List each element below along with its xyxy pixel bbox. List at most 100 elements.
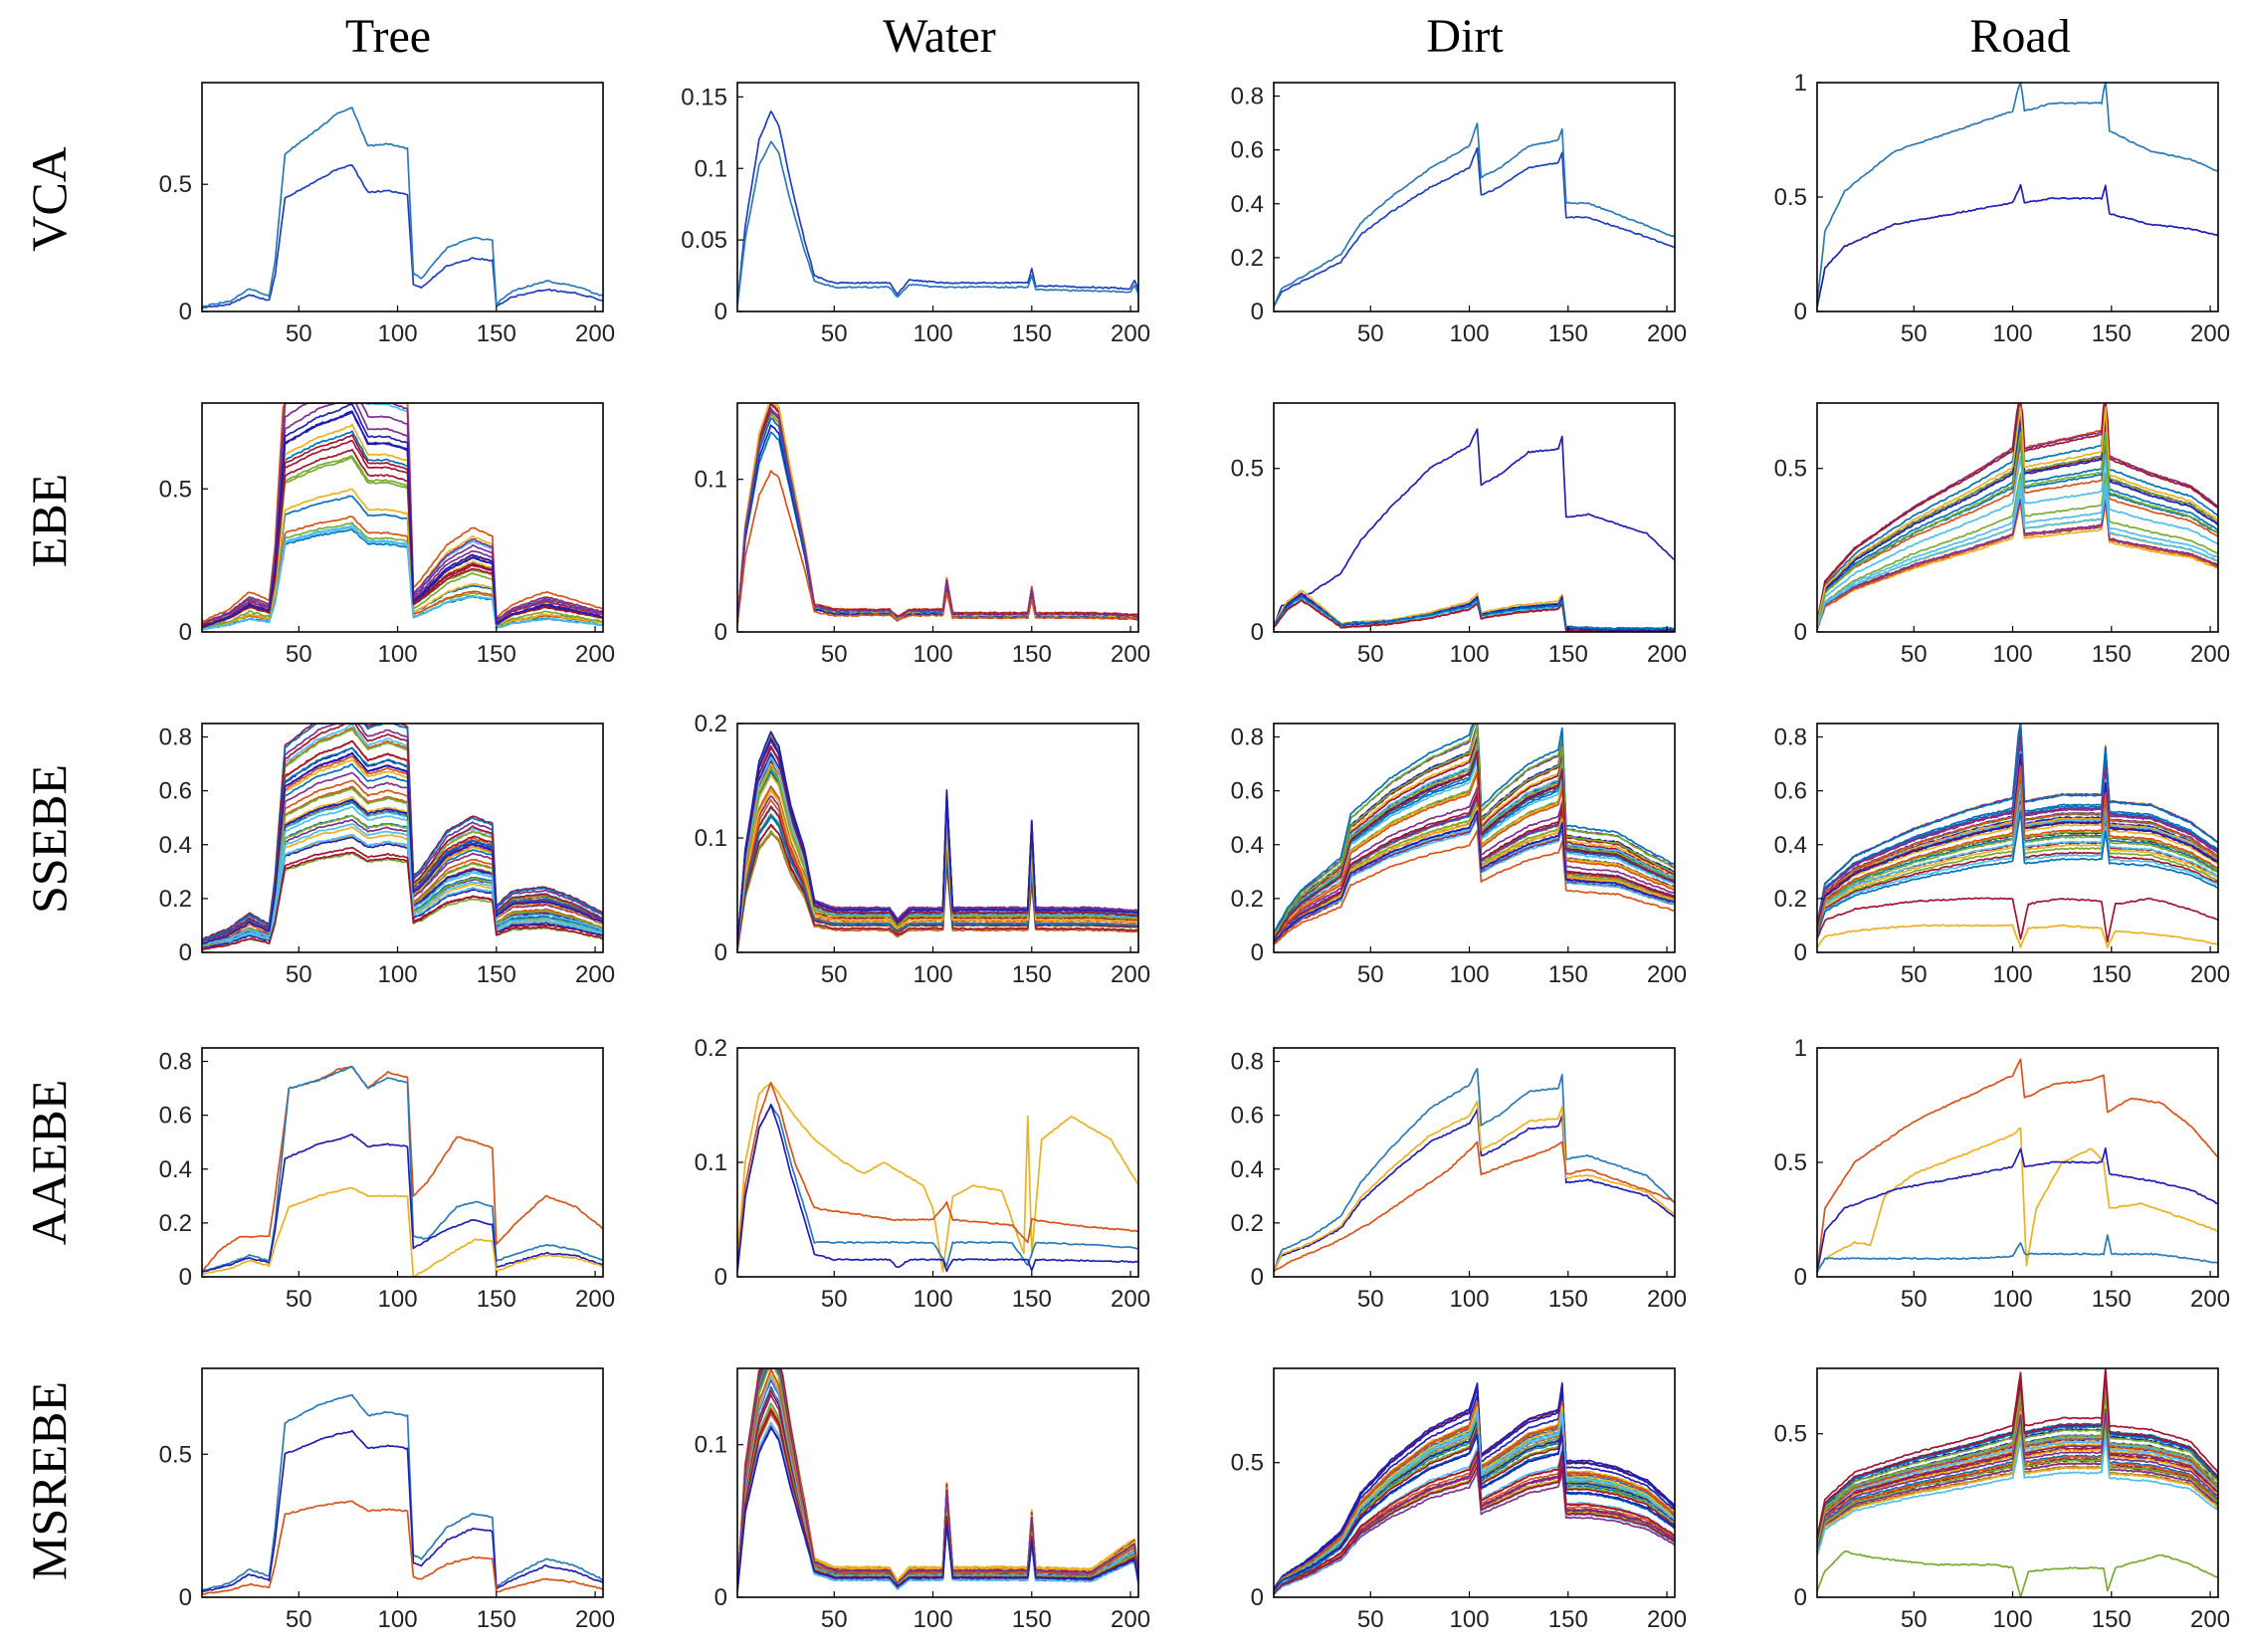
x-tick-label: 200 <box>1647 1286 1687 1313</box>
y-tick-label: 0.8 <box>1231 84 1264 110</box>
panel-frame <box>736 1367 1139 1598</box>
panel-ebe-tree: 50 100 150 200 0 0.5 <box>159 402 615 668</box>
row-label-ssebe: SSEBE <box>21 764 77 914</box>
series-line <box>737 737 1138 945</box>
x-tick-label: 150 <box>1012 961 1052 988</box>
series-line <box>1274 1386 1675 1590</box>
y-tick-label: 0 <box>1794 1584 1807 1611</box>
series-line <box>1817 783 2218 933</box>
series-line <box>1274 749 1675 940</box>
panel-vca-water: 50 100 150 200 0 0.05 0.1 0.15 <box>681 82 1150 347</box>
y-tick-label: 0 <box>1794 299 1807 325</box>
y-tick-label: 0.5 <box>1774 1421 1807 1448</box>
x-tick-label: 200 <box>1647 641 1687 668</box>
y-tick-label: 0.6 <box>1231 137 1264 164</box>
y-tick-label: 1 <box>1794 1035 1807 1062</box>
series-line <box>1274 1400 1675 1591</box>
y-tick-label: 0.6 <box>159 1103 192 1130</box>
series-group <box>737 403 1138 626</box>
x-tick-label: 100 <box>1993 961 2033 988</box>
series-line <box>737 798 1138 949</box>
y-tick-label: 0.6 <box>159 778 192 805</box>
y-tick-label: 0.2 <box>695 711 727 737</box>
series-group <box>1274 1382 1675 1596</box>
y-tick-label: 0 <box>179 619 192 646</box>
series-line <box>202 410 603 629</box>
row-label-msrebe: MSREBE <box>21 1381 77 1580</box>
series-line <box>1274 1393 1675 1590</box>
y-tick-label: 0 <box>1794 619 1807 646</box>
series-group <box>1817 83 2218 308</box>
series-line <box>202 1133 603 1273</box>
series-line <box>1817 1368 2218 1538</box>
y-tick-label: 0.5 <box>1774 184 1807 211</box>
y-tick-label: 0.2 <box>1231 245 1264 272</box>
x-tick-label: 50 <box>1901 1286 1928 1313</box>
x-tick-label: 150 <box>2092 1606 2132 1633</box>
series-line <box>1274 146 1675 308</box>
y-tick-label: 0.6 <box>1231 1103 1264 1130</box>
series-group <box>202 723 603 951</box>
x-tick-label: 50 <box>1901 961 1928 988</box>
x-tick-label: 50 <box>286 320 312 347</box>
y-tick-label: 0.2 <box>695 1035 727 1062</box>
series-line <box>737 745 1138 948</box>
x-tick-label: 150 <box>477 1286 516 1313</box>
y-tick-label: 0.1 <box>695 467 727 494</box>
row-label-ebe: EBE <box>21 474 77 567</box>
x-tick-label: 150 <box>1012 320 1052 347</box>
series-line <box>737 1081 1138 1273</box>
x-tick-label: 200 <box>1111 1606 1150 1633</box>
series-line <box>1817 498 2218 627</box>
series-line <box>1274 598 1675 631</box>
series-line <box>202 1066 603 1273</box>
x-tick-label: 200 <box>1111 1286 1150 1313</box>
x-tick-label: 150 <box>1548 1286 1588 1313</box>
y-tick-label: 0.8 <box>159 724 192 751</box>
y-tick-label: 0.4 <box>1231 1156 1264 1183</box>
x-tick-label: 50 <box>1357 320 1384 347</box>
panel-frame <box>736 402 1139 633</box>
y-tick-label: 0 <box>714 1264 727 1291</box>
series-line <box>1817 1408 2218 1549</box>
series-line <box>1274 810 1675 942</box>
panel-frame <box>1273 723 1676 953</box>
series-line <box>1817 1058 2218 1272</box>
y-tick-label: 0.2 <box>1231 886 1264 913</box>
x-tick-label: 200 <box>1647 961 1687 988</box>
panel-msrebe-dirt: 50 100 150 200 0 0.5 <box>1231 1367 1687 1633</box>
column-title-tree: Tree <box>345 10 431 63</box>
series-line <box>1817 416 2218 627</box>
y-tick-label: 0.5 <box>159 476 192 503</box>
panel-frame <box>1273 82 1676 312</box>
series-line <box>202 1429 603 1593</box>
series-line <box>202 805 603 946</box>
x-tick-label: 200 <box>575 1606 615 1633</box>
series-line <box>202 410 603 629</box>
series-line <box>1274 1068 1675 1270</box>
series-line <box>1817 406 2218 626</box>
x-tick-label: 150 <box>2092 1286 2132 1313</box>
panel-ssebe-water: 50 100 150 200 0 0.1 0.2 <box>695 711 1150 988</box>
x-tick-label: 100 <box>378 961 418 988</box>
column-title-water: Water <box>883 10 995 63</box>
panel-aaebe-water: 50 100 150 200 0 0.1 0.2 <box>695 1035 1150 1313</box>
series-line <box>1817 1127 2218 1273</box>
series-line <box>737 1103 1138 1272</box>
y-tick-label: 0 <box>714 939 727 966</box>
y-tick-label: 0 <box>1794 939 1807 966</box>
series-line <box>1274 1465 1675 1594</box>
series-line <box>1817 924 2218 948</box>
series-line <box>1274 428 1675 626</box>
y-tick-label: 0.5 <box>1774 1149 1807 1176</box>
x-tick-label: 50 <box>1901 1606 1928 1633</box>
series-line <box>202 723 603 941</box>
x-tick-label: 150 <box>1548 641 1588 668</box>
panel-frame <box>201 1367 604 1598</box>
x-tick-label: 150 <box>477 641 516 668</box>
series-line <box>202 526 603 631</box>
series-line <box>1274 758 1675 938</box>
x-tick-label: 150 <box>477 320 516 347</box>
y-tick-label: 0 <box>714 299 727 325</box>
